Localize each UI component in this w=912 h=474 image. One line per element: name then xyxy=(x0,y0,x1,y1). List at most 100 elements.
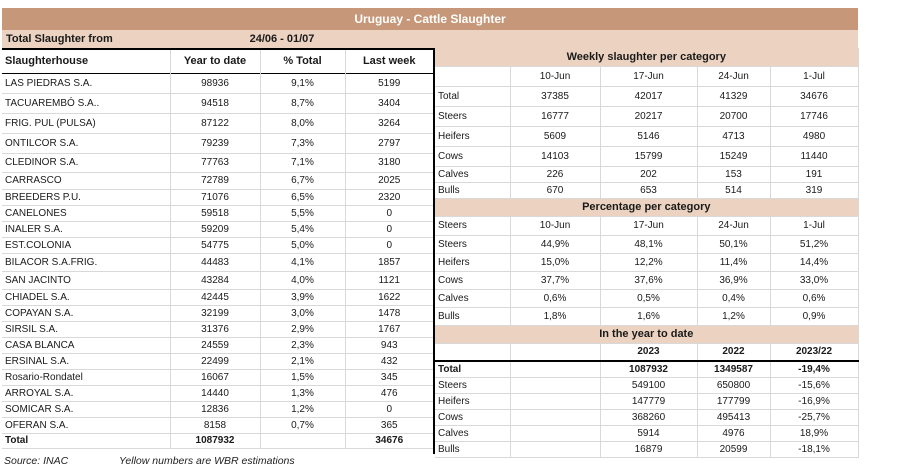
category-label: Bulls xyxy=(438,310,460,322)
year-to-date-value: 71076 xyxy=(169,189,260,205)
ytd-blank xyxy=(509,361,600,377)
percentage-value-3: 0,4% xyxy=(696,289,770,307)
last-week-value: 3180 xyxy=(344,153,433,172)
percentage-data-row: Steers 44,9% 48,1% 50,1% 51,2% xyxy=(435,235,859,253)
percentage-value-3: 50,1% xyxy=(696,235,770,253)
pct-total-value: 1,5% xyxy=(259,369,345,385)
year-to-date-value: 87122 xyxy=(169,113,260,133)
weekly-section-band: Weekly slaughter per category xyxy=(435,48,859,66)
percentage-data-row: Cows 37,7% 37,6% 36,9% 33,0% xyxy=(435,271,859,289)
weekly-value-2: 5146 xyxy=(599,126,697,146)
percentage-data-row: Bulls 1,8% 1,6% 1,2% 0,9% xyxy=(435,307,859,325)
table-row: SOMICAR S.A. 12836 1,2% 0 xyxy=(2,401,433,417)
pct-total-value: 6,7% xyxy=(259,172,345,189)
weekly-value-4: 4980 xyxy=(769,126,859,146)
weekly-data-row: Total 37385 42017 41329 34676 xyxy=(435,86,859,106)
ytd-2023-value: 368260 xyxy=(599,409,697,425)
left-total-row: Total 1087932 34676 xyxy=(2,433,433,448)
last-week-value: 3264 xyxy=(344,113,433,133)
pct-total-value: 9,1% xyxy=(259,73,345,93)
weekly-value-1: 5609 xyxy=(509,126,600,146)
table-row: BREEDERS P.U. 71076 6,5% 2320 xyxy=(2,189,433,205)
ytd-2022-value: 20599 xyxy=(696,441,770,457)
ytd-header-label xyxy=(435,343,510,361)
slaughterhouse-name: SAN JACINTO xyxy=(5,274,71,286)
slaughterhouse-name: LAS PIEDRAS S.A. xyxy=(5,77,93,89)
weekly-value-2: 15799 xyxy=(599,146,697,166)
pct-total-value: 2,9% xyxy=(259,321,345,337)
pct-total-value: 3,0% xyxy=(259,305,345,321)
percentage-header-date-4: 1-Jul xyxy=(769,216,859,235)
category-label: Steers xyxy=(438,379,467,391)
weekly-value-3: 15249 xyxy=(696,146,770,166)
table-row: ARROYAL S.A. 14440 1,3% 476 xyxy=(2,385,433,401)
slaughterhouse-name: Rosario-Rondatel xyxy=(5,371,83,383)
slaughterhouse-name: EST.COLONIA xyxy=(5,239,72,251)
table-row: CHIADEL S.A. 42445 3,9% 1622 xyxy=(2,289,433,305)
pct-total-value: 3,9% xyxy=(259,289,345,305)
weekly-value-4: 34676 xyxy=(769,86,859,106)
last-week-value: 943 xyxy=(344,337,433,353)
category-label: Bulls xyxy=(438,184,460,196)
period-row: Total Slaughter from 24/06 - 01/07 xyxy=(2,30,858,48)
table-row: EST.COLONIA 54775 5,0% 0 xyxy=(2,237,433,253)
ytd-header-blank xyxy=(509,343,600,361)
category-label: Calves xyxy=(438,427,469,439)
weekly-header-row: 10-Jun 17-Jun 24-Jun 1-Jul xyxy=(435,66,859,86)
category-label: Heifers xyxy=(438,256,470,268)
pct-total-value: 4,1% xyxy=(259,253,345,271)
table-row: FRIG. PUL (PULSA) 87122 8,0% 3264 xyxy=(2,113,433,133)
category-table: Weekly slaughter per category 10-Jun 17-… xyxy=(435,48,859,458)
slaughterhouse-name: FRIG. PUL (PULSA) xyxy=(5,117,96,129)
year-to-date-value: 59209 xyxy=(169,221,260,237)
year-to-date-value: 94518 xyxy=(169,93,260,113)
col-header-slaughterhouse: Slaughterhouse xyxy=(5,55,89,68)
pct-total-value: 7,1% xyxy=(259,153,345,172)
table-row: CANELONES 59518 5,5% 0 xyxy=(2,205,433,221)
footer-source: Source: INAC xyxy=(4,455,69,467)
slaughterhouse-name: CARRASCO xyxy=(5,175,62,186)
footer-note: Yellow numbers are WBR estimations xyxy=(119,455,295,467)
percentage-value-1: 37,7% xyxy=(509,271,600,289)
slaughterhouse-name: CHIADEL S.A. xyxy=(5,291,70,303)
table-row: OFERAN S.A. 8158 0,7% 365 xyxy=(2,417,433,433)
weekly-header-date-4: 1-Jul xyxy=(769,66,859,86)
last-week-value: 1478 xyxy=(344,305,433,321)
category-label: Heifers xyxy=(438,395,470,407)
last-week-value: 1622 xyxy=(344,289,433,305)
table-row: ERSINAL S.A. 22499 2,1% 432 xyxy=(2,353,433,369)
ytd-change-value: -25,7% xyxy=(769,409,859,425)
last-week-value: 2320 xyxy=(344,189,433,205)
ytd-header-row: 2023 2022 2023/22 xyxy=(435,343,859,361)
pct-total-value: 8,7% xyxy=(259,93,345,113)
percentage-section-band: Percentage per category xyxy=(435,198,859,216)
slaughterhouse-header-row: Slaughterhouse Year to date % Total Last… xyxy=(2,49,433,73)
ytd-2022-value: 495413 xyxy=(696,409,770,425)
table-row: CLEDINOR S.A. 77763 7,1% 3180 xyxy=(2,153,433,172)
table-row: Rosario-Rondatel 16067 1,5% 345 xyxy=(2,369,433,385)
category-label: Steers xyxy=(438,238,467,250)
slaughterhouse-name: BILACOR S.A.FRIG. xyxy=(5,256,98,268)
weekly-data-row: Steers 16777 20217 20700 17746 xyxy=(435,106,859,126)
slaughterhouse-name: TACUAREMBÓ S.A.. xyxy=(5,97,100,109)
weekly-value-4: 17746 xyxy=(769,106,859,126)
slaughterhouse-name: SOMICAR S.A. xyxy=(5,403,74,415)
category-label: Total xyxy=(438,363,462,375)
section-title-percentage: Percentage per category xyxy=(582,201,711,213)
page-title: Uruguay - Cattle Slaughter xyxy=(2,8,858,30)
year-to-date-value: 12836 xyxy=(169,401,260,417)
last-week-value: 0 xyxy=(344,205,433,221)
section-title-weekly: Weekly slaughter per category xyxy=(566,50,726,63)
ytd-blank xyxy=(509,377,600,393)
weekly-header-date-3: 24-Jun xyxy=(696,66,770,86)
ytd-2023-value: 16879 xyxy=(599,441,697,457)
percentage-header-label: Steers xyxy=(438,220,467,231)
percentage-value-3: 36,9% xyxy=(696,271,770,289)
weekly-data-row: Heifers 5609 5146 4713 4980 xyxy=(435,126,859,146)
table-row: CASA BLANCA 24559 2,3% 943 xyxy=(2,337,433,353)
last-week-value: 5199 xyxy=(344,73,433,93)
year-to-date-value: 79239 xyxy=(169,133,260,153)
period-range: 24/06 - 01/07 xyxy=(249,33,315,45)
percentage-data-row: Heifers 15,0% 12,2% 11,4% 14,4% xyxy=(435,253,859,271)
